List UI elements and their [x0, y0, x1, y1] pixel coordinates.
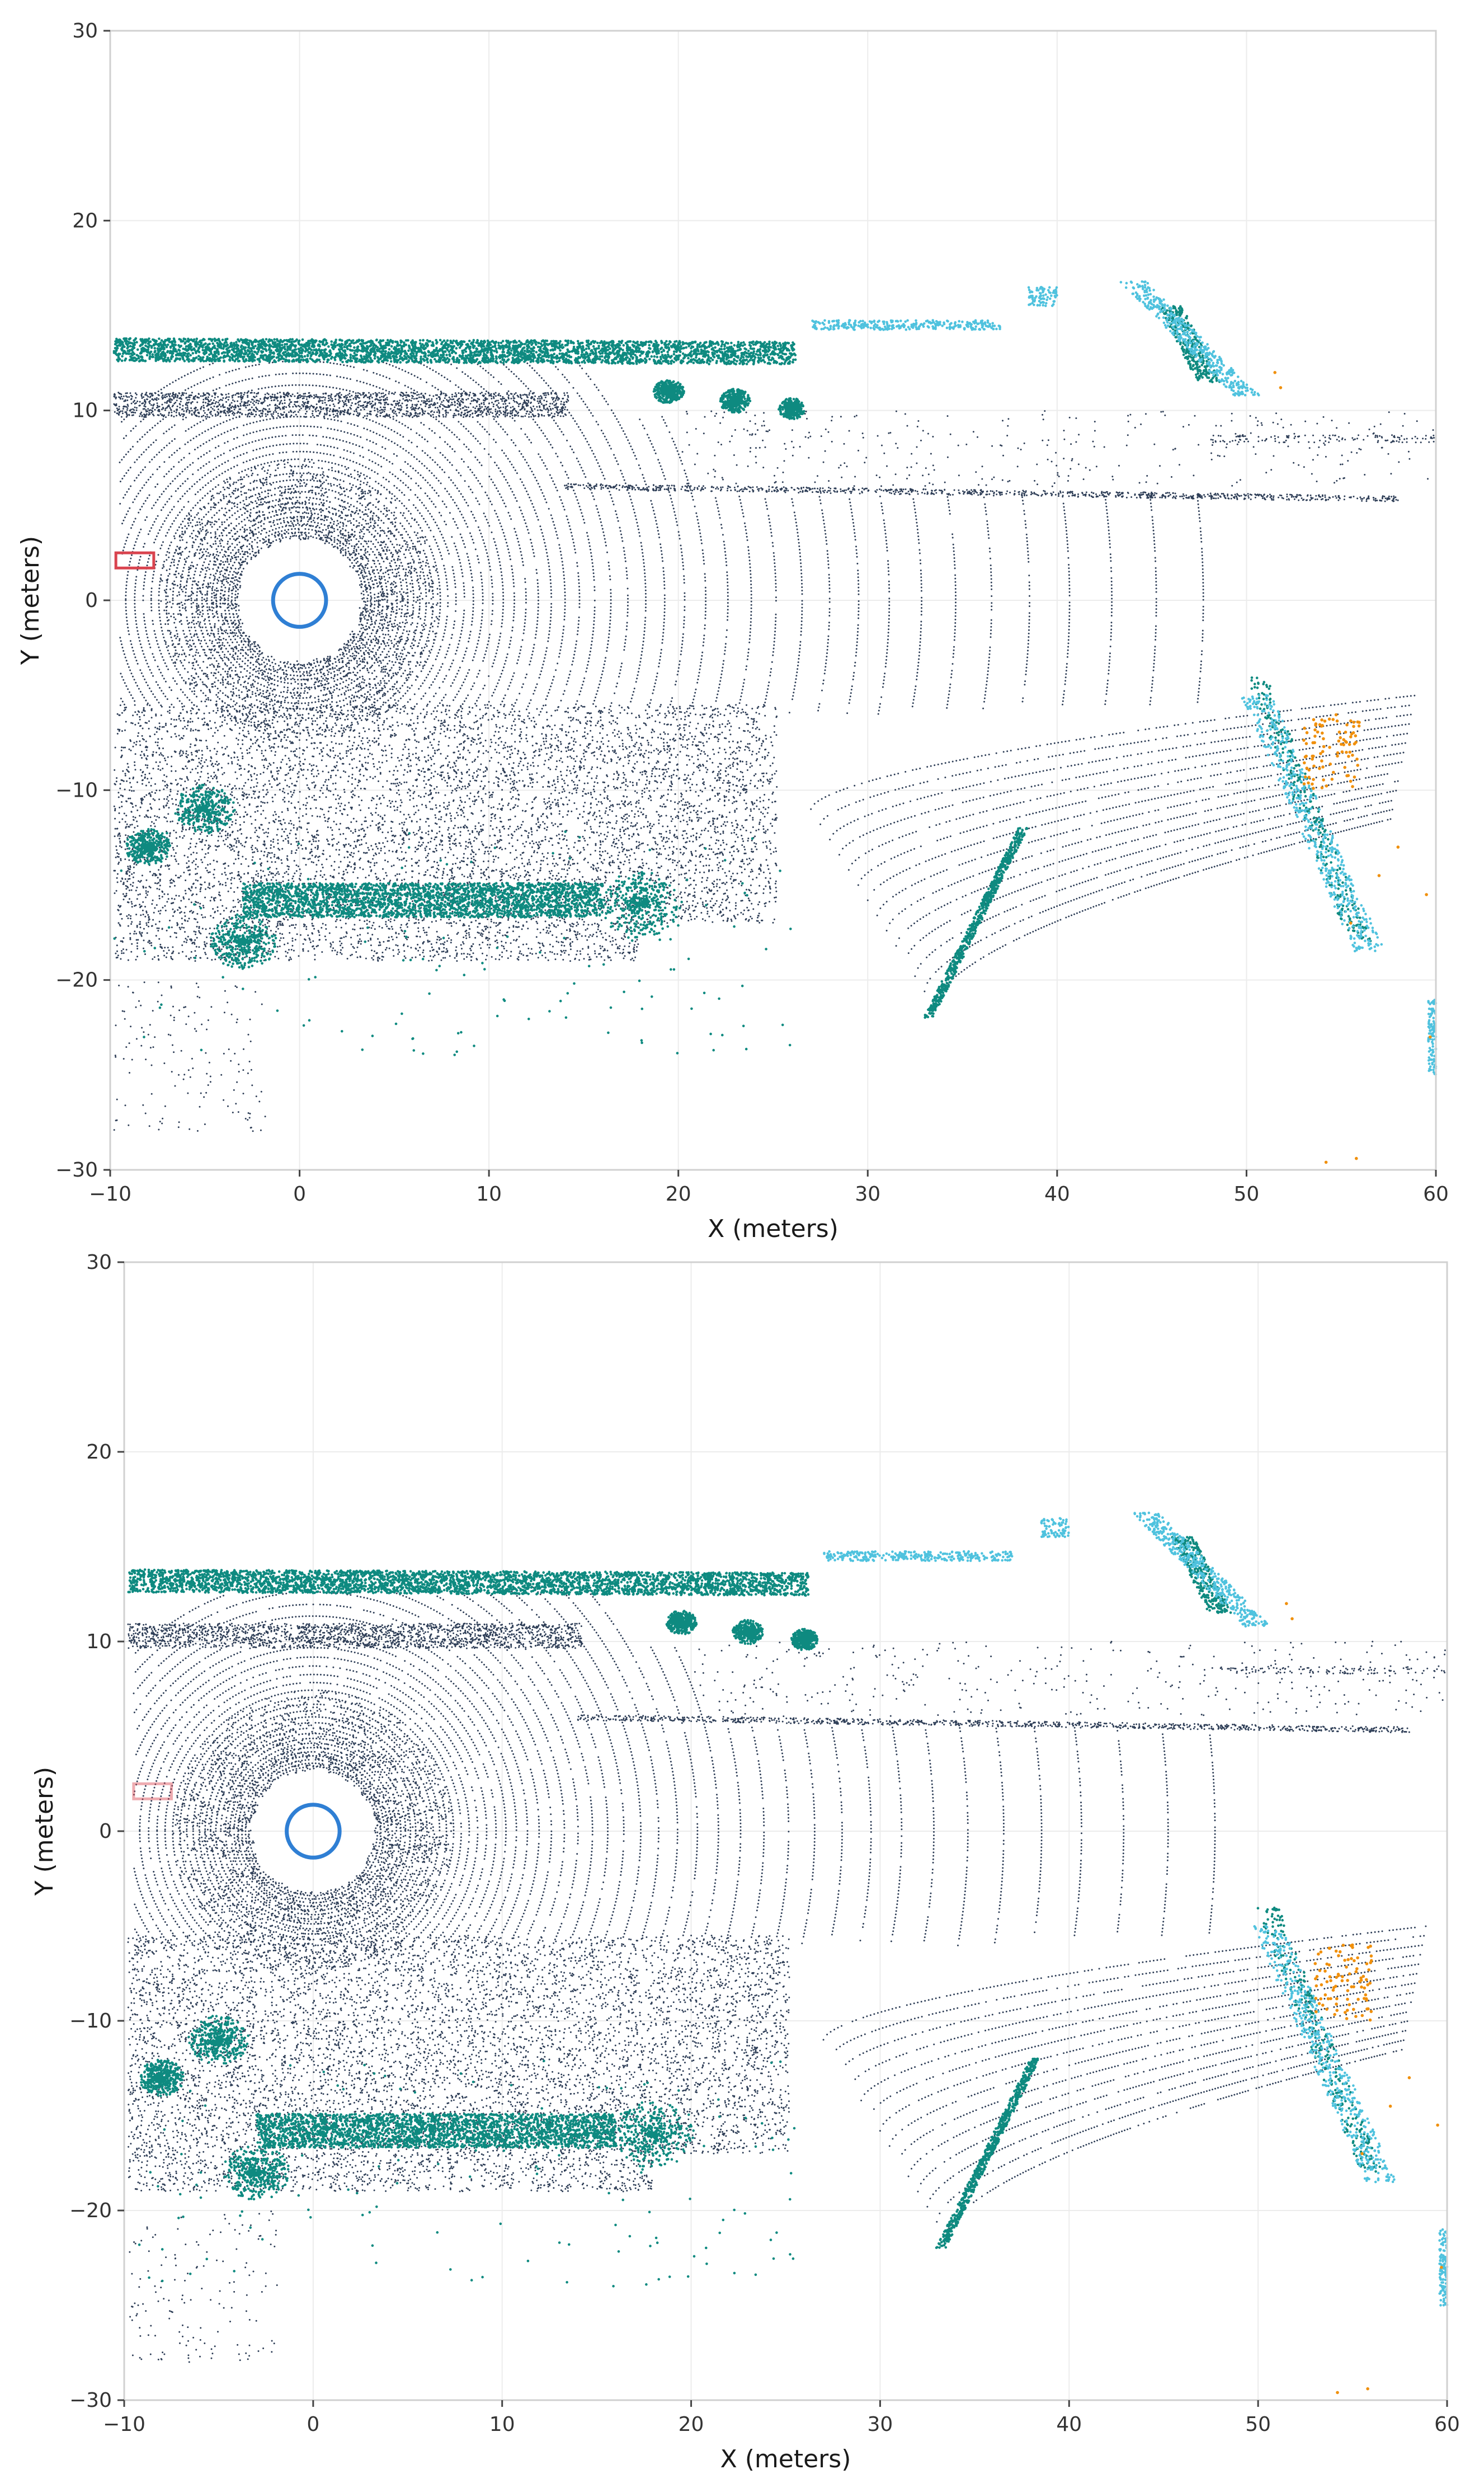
series-vegetation-points: [127, 1536, 1382, 2288]
x-tick-label: 60: [1423, 1183, 1449, 1206]
y-axis-label: Y (meters): [30, 1767, 59, 1896]
panel-top: −10 0 10 20 30 40 50 60 −30 −20 −10 0 10 20 30 X (mete…: [16, 20, 1449, 1243]
x-tick-label: 30: [855, 1183, 880, 1206]
point-cloud: [127, 1511, 1449, 2395]
overlays: [114, 551, 328, 629]
series-ground-points: [127, 1584, 1448, 2363]
x-tick-label: 20: [679, 2413, 704, 2436]
series-vehicle-points: [811, 280, 1438, 1076]
x-tick-label: 10: [476, 1183, 502, 1206]
y-tick-label: 0: [85, 589, 98, 612]
point-cloud: [112, 280, 1438, 1164]
x-axis-label: X (meters): [708, 1215, 838, 1243]
x-tick-label: 50: [1234, 1183, 1260, 1206]
x-tick-label: 30: [868, 2413, 893, 2436]
x-tick-label: 0: [307, 2413, 319, 2436]
x-tick-label: 60: [1434, 2413, 1460, 2436]
y-tick-label: 10: [86, 1630, 112, 1653]
series-vegetation-points: [112, 305, 1372, 1056]
x-tick-label: 20: [666, 1183, 691, 1206]
y-tick-label: 30: [86, 1251, 112, 1274]
x-axis-label: X (meters): [720, 2445, 851, 2473]
series-pedestrian-points: [1273, 371, 1432, 1164]
ego-vehicle-marker: [271, 572, 328, 629]
y-tick-label: −10: [55, 779, 98, 802]
y-tick-label: −20: [55, 969, 98, 992]
ego-vehicle-marker: [285, 1803, 342, 1860]
y-tick-label: 10: [72, 399, 98, 422]
bounding-box-marker: [114, 551, 156, 570]
y-tick-label: 30: [72, 20, 98, 43]
x-tick-label: 40: [1056, 2413, 1082, 2436]
y-tick-label: −20: [69, 2199, 112, 2222]
bounding-box-marker: [132, 1782, 173, 1800]
y-tick-label: −30: [55, 1159, 98, 1182]
x-tick-label: 10: [489, 2413, 515, 2436]
y-tick-label: 20: [86, 1441, 112, 1464]
y-tick-label: 20: [72, 209, 98, 232]
y-axis-label: Y (meters): [16, 536, 45, 665]
series-ground-points: [113, 354, 1437, 1132]
axis-ticks: −10 0 10 20 30 40 50 60 −30 −20 −10 0 10 20 30: [55, 20, 1449, 1206]
y-tick-label: −10: [69, 2010, 112, 2033]
series-vehicle-points: [823, 1511, 1449, 2307]
x-tick-label: 50: [1245, 2413, 1271, 2436]
axis-ticks: −10 0 10 20 30 40 50 60 −30 −20 −10 0 10 20 30: [69, 1251, 1460, 2436]
x-tick-label: 0: [293, 1183, 306, 1206]
y-tick-label: 0: [99, 1820, 112, 1843]
y-tick-label: −30: [69, 2389, 112, 2412]
panel-bottom: −10 0 10 20 30 40 50 60 −30 −20 −10 0 10 20 30 X (mete…: [30, 1251, 1460, 2473]
x-tick-label: −10: [103, 2413, 145, 2436]
x-tick-label: −10: [89, 1183, 131, 1206]
overlays: [132, 1782, 342, 1860]
series-pedestrian-points: [1285, 1602, 1443, 2395]
x-tick-label: 40: [1044, 1183, 1070, 1206]
